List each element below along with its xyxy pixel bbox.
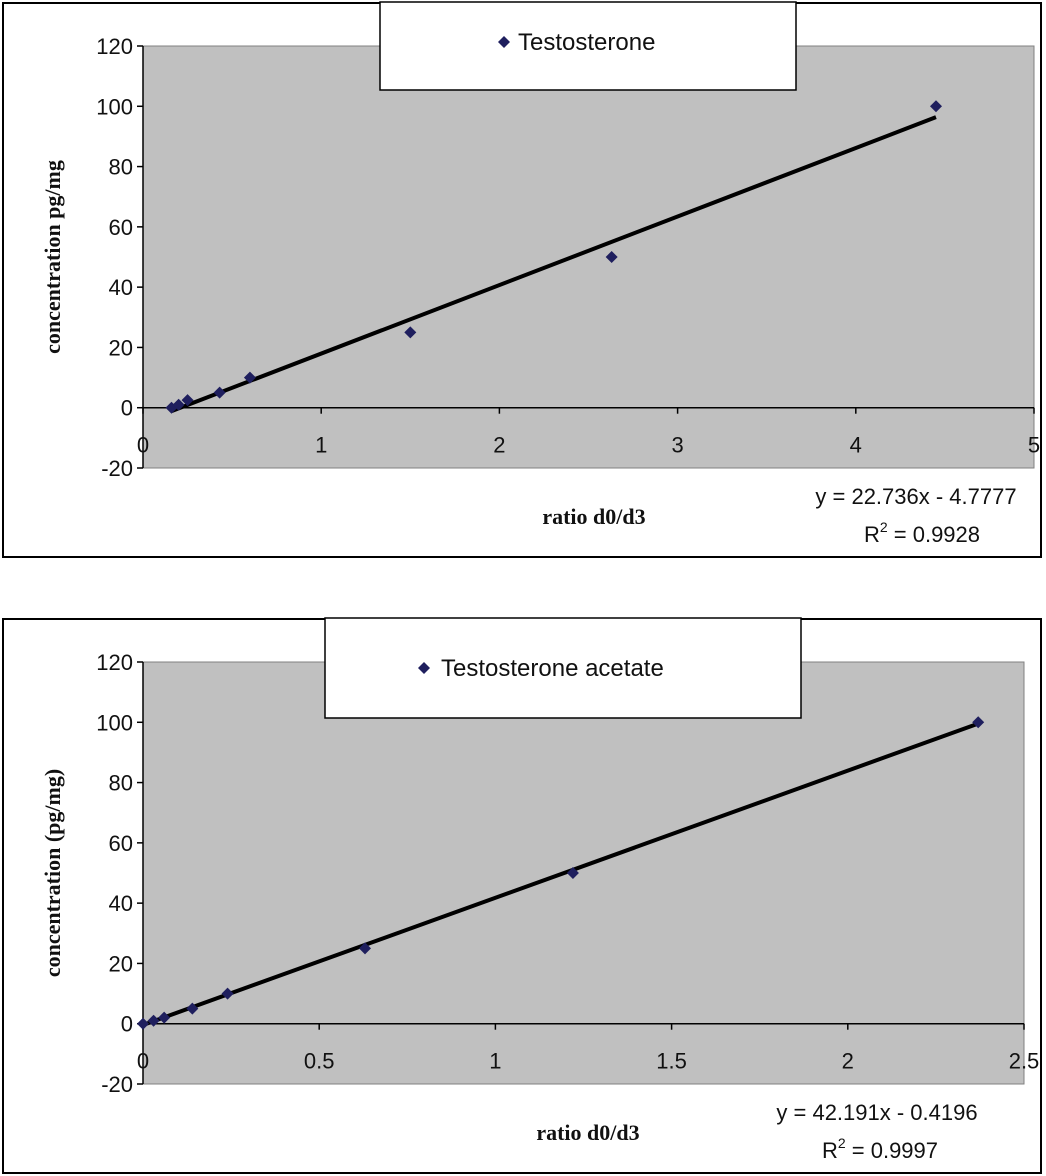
data-point (158, 1011, 171, 1024)
r-squared-label: R2 = 0.9997 (822, 1135, 938, 1163)
x-tick-label: 1 (315, 433, 327, 458)
legend-box (379, 1, 797, 91)
y-axis-title: concentration pg/mg (40, 160, 65, 354)
y-tick-label: 60 (109, 215, 133, 240)
y-tick-label: 120 (96, 34, 133, 59)
data-point (566, 867, 579, 879)
data-point (972, 716, 985, 729)
y-tick-label: -20 (101, 1072, 133, 1097)
data-point (172, 398, 185, 411)
data-point (147, 1014, 160, 1027)
y-tick-label: 100 (96, 710, 133, 735)
trendline-equation: y = 42.191x - 0.4196 (776, 1100, 977, 1125)
y-tick-label: 20 (109, 335, 133, 360)
y-tick-label: 120 (96, 650, 133, 675)
plot-area (142, 45, 1035, 469)
trendline (170, 115, 937, 414)
data-point (221, 987, 234, 1000)
x-tick-label: 0.5 (304, 1049, 335, 1074)
data-point (359, 942, 372, 955)
legend-box (324, 617, 802, 719)
y-tick-label: 80 (109, 155, 133, 180)
chart-panel-testosterone: -20 0 20 40 60 80 100 120 0 1 2 3 4 5 Testosterone rati… (2, 1, 1042, 558)
x-tick-label: 2 (493, 433, 505, 458)
x-axis-title: ratio d0/d3 (536, 1120, 639, 1145)
trendline (142, 721, 979, 1027)
x-tick-label: 1.5 (656, 1049, 687, 1074)
legend-marker (498, 36, 510, 48)
x-tick-label: 2.5 (1009, 1049, 1040, 1074)
data-point (404, 326, 417, 339)
data-point (186, 1002, 199, 1015)
y-tick-label: 0 (121, 396, 133, 421)
trendline-equation: y = 22.736x - 4.7777 (815, 484, 1016, 509)
data-point (137, 1017, 149, 1030)
y-tick-label: 60 (109, 831, 133, 856)
y-tick-label: 80 (109, 771, 133, 796)
x-tick-label: 2 (842, 1049, 854, 1074)
y-tick-label: 40 (109, 891, 133, 916)
data-point (213, 386, 226, 399)
data-point (181, 394, 194, 407)
data-point (929, 100, 942, 113)
plot-area (142, 661, 1025, 1085)
x-tick-label: 0 (137, 1049, 149, 1074)
chart-panel-testosterone-acetate: -20 0 20 40 60 80 100 120 0 0.5 1 1.5 2 2.5 Testostero… (2, 617, 1042, 1174)
y-tick-label: 100 (96, 94, 133, 119)
y-tick-label: 0 (121, 1012, 133, 1037)
x-axis-title: ratio d0/d3 (542, 504, 645, 529)
x-tick-label: 0 (137, 433, 149, 458)
data-point (605, 251, 618, 263)
y-tick-label: 40 (109, 275, 133, 300)
x-tick-label: 3 (671, 433, 683, 458)
r-squared-label: R2 = 0.9928 (864, 519, 980, 547)
y-axis-title: concentration (pg/mg) (40, 769, 65, 977)
x-tick-label: 4 (850, 433, 862, 458)
legend-label: Testosterone (518, 29, 655, 56)
data-point (243, 371, 256, 384)
x-tick-label: 1 (489, 1049, 501, 1074)
y-tick-label: -20 (101, 456, 133, 481)
x-tick-label: 5 (1028, 433, 1040, 458)
legend-label: Testosterone acetate (441, 655, 664, 682)
y-tick-label: 20 (109, 951, 133, 976)
legend-marker (418, 662, 430, 674)
